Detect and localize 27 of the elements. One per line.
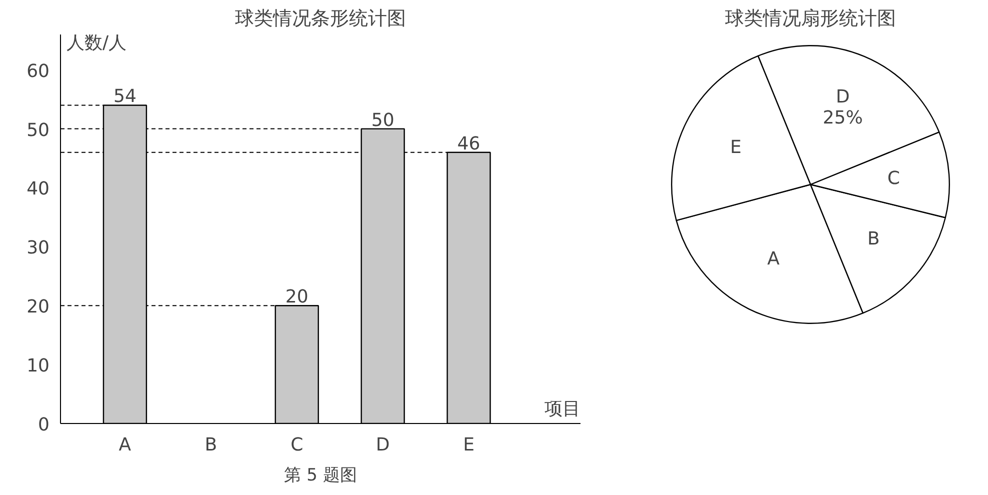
x-tick-label: C [290, 434, 304, 456]
data-label: 50 [371, 110, 394, 131]
y-tick-label: 30 [26, 238, 50, 259]
chart-title: 球类情况条形统计图 [235, 8, 406, 30]
y-tick-label: 10 [26, 356, 50, 377]
y-tick-label: 60 [26, 60, 50, 82]
slice-label: A [767, 248, 780, 270]
slice-label: E [730, 136, 742, 158]
y-tick-label: 20 [26, 296, 50, 318]
data-label: 25% [822, 108, 863, 129]
data-label: 20 [285, 286, 308, 308]
y-tick-label: 50 [26, 120, 50, 141]
y-tick-label: 40 [26, 178, 50, 200]
slice-label: D [836, 86, 850, 108]
x-axis-title: 项目 [544, 398, 580, 420]
y-axis-title: 人数/人 [66, 32, 127, 54]
slice-label: B [867, 228, 880, 250]
x-tick-label: D [376, 434, 390, 456]
slice-label: C [887, 168, 900, 189]
data-label: 46 [457, 133, 480, 154]
x-tick-label: E [463, 434, 474, 456]
chart-title: 球类情况扇形统计图 [725, 8, 896, 30]
text: 第 5 题图 [284, 466, 357, 486]
data-label: 54 [114, 86, 136, 108]
x-tick-label: A [118, 434, 132, 456]
y-tick-label: 0 [38, 414, 50, 436]
x-tick-label: B [204, 434, 218, 456]
